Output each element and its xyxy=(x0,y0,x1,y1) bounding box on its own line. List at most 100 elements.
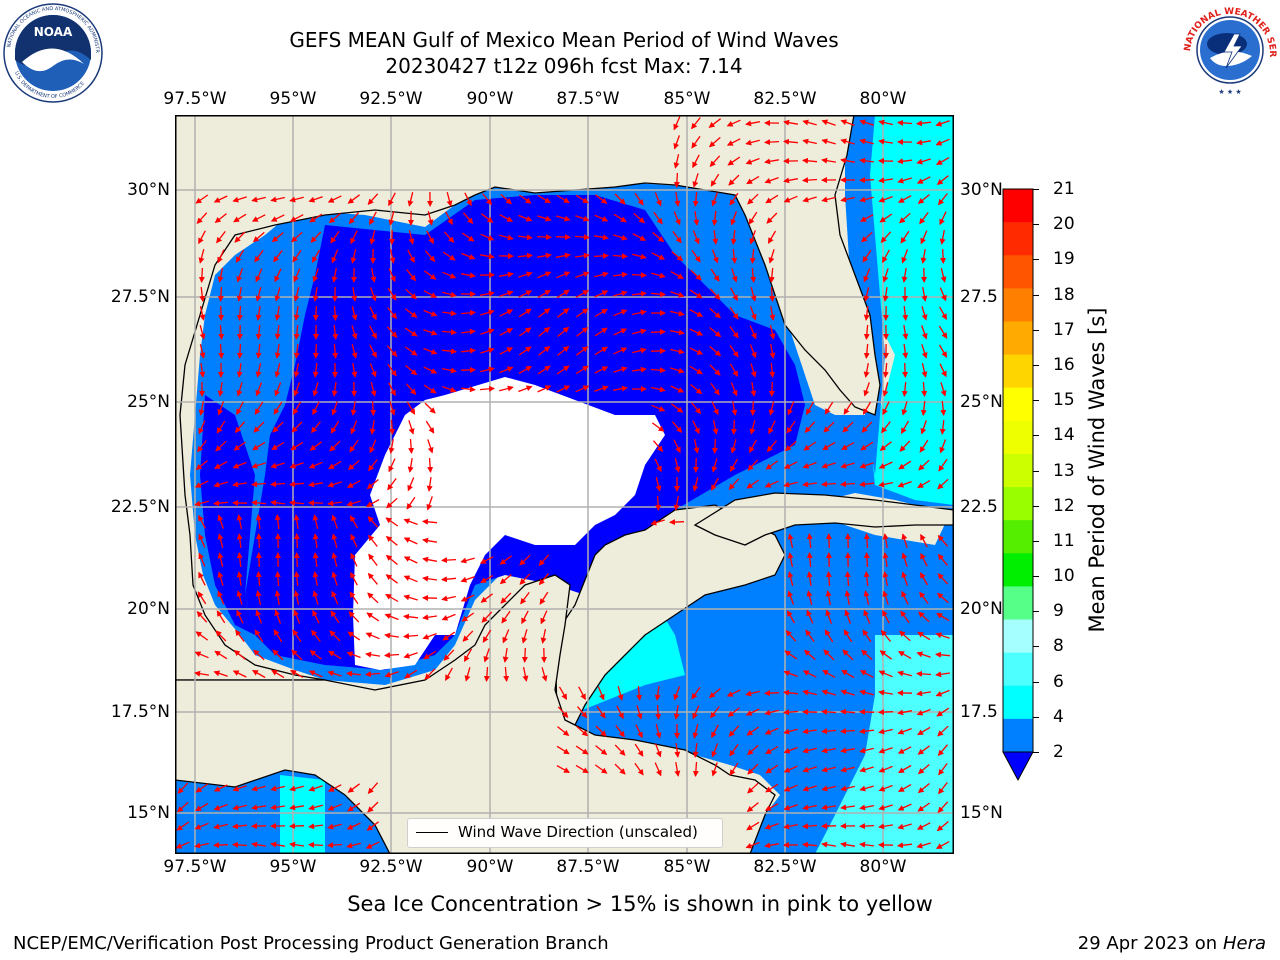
svg-text:NOAA: NOAA xyxy=(34,25,73,39)
wind-wave-arrow xyxy=(442,251,456,261)
wind-wave-arrow xyxy=(274,590,281,606)
wind-wave-arrow xyxy=(655,495,662,511)
wind-wave-arrow xyxy=(199,344,206,359)
wind-wave-arrow xyxy=(863,609,871,624)
wind-wave-arrow xyxy=(461,328,476,335)
wind-wave-arrow xyxy=(369,344,377,359)
wind-wave-arrow xyxy=(802,728,817,735)
wind-wave-arrow xyxy=(939,306,947,320)
wind-wave-arrow xyxy=(385,574,398,584)
wind-wave-arrow xyxy=(370,400,377,416)
footer-date: 29 Apr 2023 on Hera xyxy=(1078,933,1266,955)
wind-wave-arrow xyxy=(902,344,909,359)
wind-wave-arrow xyxy=(176,821,190,831)
wind-wave-arrow xyxy=(234,421,245,434)
wind-wave-arrow xyxy=(802,138,817,145)
wind-wave-arrow xyxy=(499,214,514,222)
wind-wave-arrow xyxy=(786,420,796,434)
wind-wave-arrow xyxy=(332,324,339,340)
wind-wave-arrow xyxy=(901,552,908,567)
wind-wave-arrow xyxy=(936,821,949,832)
wind-wave-arrow xyxy=(802,841,818,848)
wind-wave-arrow xyxy=(346,480,361,488)
wind-wave-arrow xyxy=(499,290,514,298)
wind-wave-arrow xyxy=(387,307,398,320)
wind-wave-arrow xyxy=(387,478,397,491)
wind-wave-arrow xyxy=(802,157,818,164)
wind-wave-arrow xyxy=(213,481,228,488)
wind-wave-arrow xyxy=(859,785,874,792)
wind-wave-arrow xyxy=(441,557,457,564)
wind-wave-arrow xyxy=(821,841,837,848)
wind-wave-arrow xyxy=(199,325,206,340)
wind-wave-arrow xyxy=(899,630,911,642)
wind-wave-arrow xyxy=(538,573,549,586)
wind-wave-arrow xyxy=(328,460,342,470)
wind-wave-arrow xyxy=(538,346,551,356)
wind-wave-arrow xyxy=(389,249,396,264)
wind-wave-arrow xyxy=(729,192,739,206)
wind-wave-arrow xyxy=(613,366,628,373)
wind-wave-arrow xyxy=(631,290,647,297)
wind-wave-arrow xyxy=(331,514,339,529)
wind-wave-arrow xyxy=(631,272,647,279)
wind-wave-arrow xyxy=(404,327,418,337)
wind-wave-arrow xyxy=(614,763,626,775)
wind-wave-arrow xyxy=(613,309,628,317)
wind-wave-arrow xyxy=(347,783,360,793)
wind-wave-arrow xyxy=(479,556,494,564)
wind-wave-arrow xyxy=(840,138,855,145)
wind-wave-arrow xyxy=(556,289,570,299)
wind-wave-arrow xyxy=(177,782,189,794)
wind-wave-arrow xyxy=(518,385,533,393)
wind-wave-arrow xyxy=(460,594,475,602)
wind-wave-arrow xyxy=(199,306,206,321)
wind-wave-arrow xyxy=(312,552,319,567)
wind-wave-arrow xyxy=(442,291,457,298)
colorbar-segment xyxy=(1003,453,1033,488)
wind-wave-arrow xyxy=(939,287,947,302)
wind-wave-arrow xyxy=(403,537,418,545)
wind-wave-arrow xyxy=(385,593,399,603)
wind-wave-arrow xyxy=(632,366,647,373)
wind-wave-arrow xyxy=(671,403,684,413)
wind-wave-arrow xyxy=(556,271,571,279)
wind-wave-arrow xyxy=(557,706,569,718)
wind-wave-arrow xyxy=(327,803,342,811)
wind-wave-arrow xyxy=(746,802,759,813)
wind-wave-arrow xyxy=(673,704,680,720)
colorbar-tick-mark xyxy=(1033,364,1039,366)
wind-wave-arrow xyxy=(765,460,779,470)
wind-wave-arrow xyxy=(840,804,855,811)
wind-wave-arrow xyxy=(749,230,756,245)
wind-wave-arrow xyxy=(405,383,417,395)
wind-wave-arrow xyxy=(650,291,666,298)
wind-wave-arrow xyxy=(859,462,874,469)
wind-wave-arrow xyxy=(614,744,626,756)
wind-wave-arrow xyxy=(255,287,262,302)
colorbar-tick-mark xyxy=(1033,716,1039,718)
top-lon-label: 80°W xyxy=(859,89,907,109)
left-lat-label: 17.5°N xyxy=(110,702,170,722)
wind-wave-arrow xyxy=(802,804,817,811)
wind-wave-arrow xyxy=(916,139,932,146)
wind-wave-arrow xyxy=(671,251,684,262)
wind-wave-arrow xyxy=(674,761,681,777)
wind-wave-arrow xyxy=(935,120,950,127)
wind-wave-arrow xyxy=(253,421,265,433)
wind-wave-arrow xyxy=(689,347,704,355)
wind-wave-arrow xyxy=(423,290,438,298)
wind-wave-arrow xyxy=(710,706,720,719)
wind-wave-arrow xyxy=(844,609,852,624)
map-panel xyxy=(175,115,954,854)
right-lat-label: 15°N xyxy=(960,803,1003,823)
wind-wave-arrow xyxy=(521,629,528,644)
wind-wave-arrow xyxy=(612,385,628,392)
wind-wave-arrow xyxy=(576,725,589,737)
wind-wave-arrow xyxy=(233,649,246,660)
wind-wave-arrow xyxy=(251,462,266,469)
wind-wave-arrow xyxy=(878,765,893,773)
wind-wave-arrow xyxy=(750,267,757,283)
wind-wave-arrow xyxy=(351,306,358,321)
wind-wave-arrow xyxy=(367,572,378,585)
